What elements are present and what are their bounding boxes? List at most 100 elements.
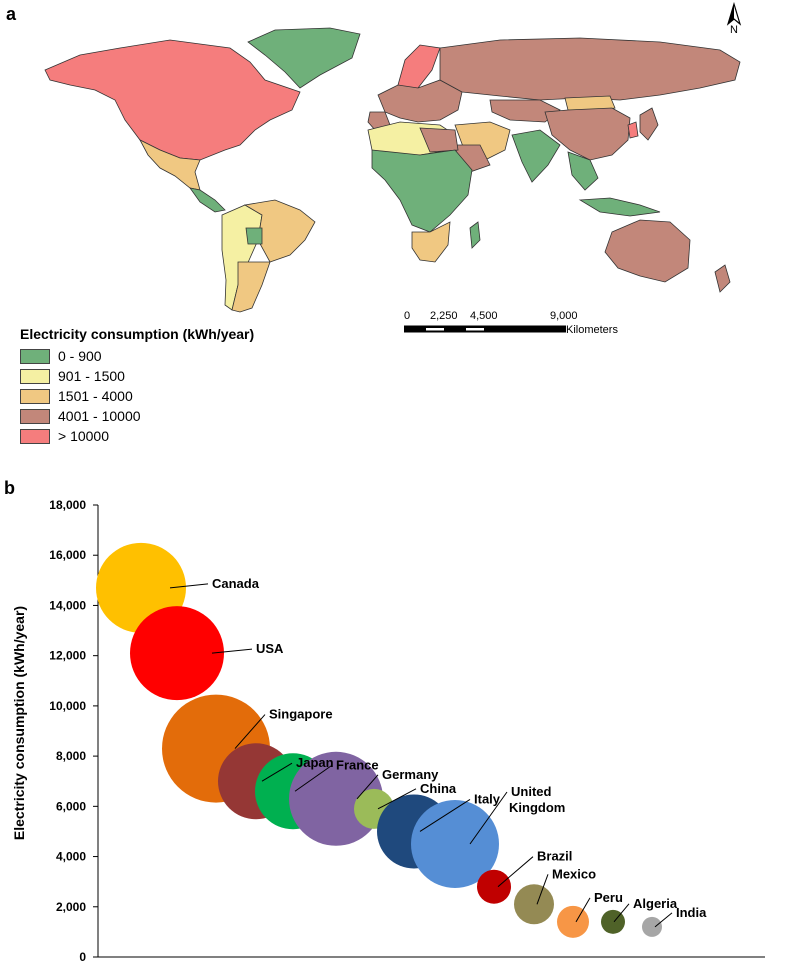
region-europe	[377, 79, 463, 123]
legend-label: 1501 - 4000	[58, 388, 133, 404]
bubble-label: Italy	[474, 791, 501, 806]
region-greenland	[247, 27, 361, 89]
legend-swatch	[20, 408, 50, 424]
bubble-label: USA	[256, 641, 284, 656]
legend-swatch	[20, 348, 50, 364]
world-map	[44, 27, 741, 313]
legend-label: 901 - 1500	[58, 368, 125, 384]
bubble-label: France	[336, 757, 379, 772]
y-tick-label: 16,000	[49, 548, 86, 562]
y-tick-label: 0	[79, 950, 86, 963]
region-southern-africa	[411, 221, 451, 263]
y-tick-label: 14,000	[49, 598, 86, 612]
bubble	[514, 884, 554, 925]
region-se-asia	[567, 151, 599, 191]
legend-swatch	[20, 428, 50, 444]
leader-line	[356, 774, 379, 800]
leader-line	[261, 762, 293, 782]
region-argentina	[231, 261, 271, 313]
y-axis-title: Electricity consumption (kWh/year)	[11, 606, 27, 840]
legend-item: > 10000	[20, 426, 254, 446]
leader-line	[497, 856, 534, 888]
leader-line	[469, 791, 508, 845]
region-brazil	[243, 199, 316, 263]
leader-line	[536, 874, 549, 905]
region-korea	[627, 121, 639, 139]
bubble-label: Singapore	[269, 707, 333, 722]
scale-tick-2: 4,500	[470, 310, 498, 322]
scale-bar-graphic	[404, 325, 566, 333]
region-central-africa	[371, 149, 473, 233]
legend-swatch	[20, 368, 50, 384]
map-legend: Electricity consumption (kWh/year) 0 - 9…	[20, 326, 254, 446]
legend-item: 4001 - 10000	[20, 406, 254, 426]
y-tick-label: 10,000	[49, 699, 86, 713]
region-madagascar	[469, 221, 481, 249]
legend-item: 901 - 1500	[20, 366, 254, 386]
region-new-zealand	[714, 264, 731, 293]
legend-label: 4001 - 10000	[58, 408, 141, 424]
leader-line	[419, 799, 471, 832]
region-india	[511, 129, 561, 183]
bubble	[642, 916, 662, 937]
bubble-label: Japan	[296, 755, 334, 770]
region-bolivia	[245, 227, 263, 245]
north-label: N	[730, 24, 738, 36]
region-indonesia	[578, 197, 661, 217]
y-axis: 0 2,000 4,000 6,000 8,000 10,000 12,000 14,000 1…	[49, 498, 765, 963]
y-tick-label: 12,000	[49, 649, 86, 663]
legend-item: 1501 - 4000	[20, 386, 254, 406]
bubble	[411, 800, 499, 888]
leader-line	[613, 903, 630, 923]
bubble-label: China	[420, 781, 457, 796]
leader-line	[294, 764, 333, 792]
bubble	[557, 905, 589, 938]
bubble-label: Canada	[212, 576, 260, 591]
bubble-label: India	[676, 905, 707, 920]
north-arrow-icon	[726, 1, 742, 26]
bubble-label: Germany	[382, 767, 439, 782]
region-japan	[639, 107, 659, 141]
legend-title: Electricity consumption (kWh/year)	[20, 326, 255, 342]
bubble-label: Algeria	[633, 896, 678, 911]
region-north-america	[44, 39, 301, 161]
y-tick-label: 6,000	[56, 799, 86, 813]
region-central-america	[189, 187, 226, 213]
bubble	[477, 869, 511, 904]
region-kazakhstan	[489, 99, 561, 123]
scale-tick-1: 2,250	[430, 310, 458, 322]
scale-tick-0: 0	[404, 310, 411, 322]
bubble-label: Mexico	[552, 866, 596, 881]
north-arrow: N	[722, 1, 746, 38]
y-tick-label: 8,000	[56, 749, 86, 763]
leader-line	[654, 912, 673, 928]
y-tick-label: 18,000	[49, 498, 86, 512]
bubble-label: United Kingdom	[509, 784, 565, 815]
leader-line	[575, 897, 591, 923]
bubble-label: Peru	[594, 890, 623, 905]
legend-label: > 10000	[58, 428, 109, 444]
leader-line	[169, 583, 209, 589]
scale-bar: 0 2,250 4,500 9,000 Kilometers	[404, 310, 634, 340]
legend-swatch	[20, 388, 50, 404]
y-tick-label: 2,000	[56, 900, 86, 914]
world-map-panel: N 0 2,250 4,500 9,000 Kilometers Electri…	[0, 0, 789, 470]
leader-line	[234, 714, 266, 749]
y-tick-label: 4,000	[56, 850, 86, 864]
leader-line	[377, 788, 417, 810]
bubble-chart: 0 2,000 4,000 6,000 8,000 10,000 12,000 14,000 1…	[11, 498, 765, 963]
scale-unit: Kilometers	[566, 324, 618, 336]
bubble	[130, 606, 224, 701]
region-china	[544, 107, 631, 161]
bubble-label: Brazil	[537, 849, 572, 864]
panel-b-label: b	[4, 478, 15, 498]
region-russia	[439, 37, 741, 101]
leader-line	[211, 648, 253, 654]
legend-item: 0 - 900	[20, 346, 254, 366]
bubble-labels: Canada USA Singapore Japan FranceGermanyChin…	[169, 576, 707, 928]
scale-tick-3: 9,000	[550, 310, 578, 322]
region-egypt-libya	[419, 127, 459, 153]
legend-label: 0 - 900	[58, 348, 102, 364]
panel-a-label: a	[6, 4, 17, 24]
region-australia	[604, 219, 691, 283]
